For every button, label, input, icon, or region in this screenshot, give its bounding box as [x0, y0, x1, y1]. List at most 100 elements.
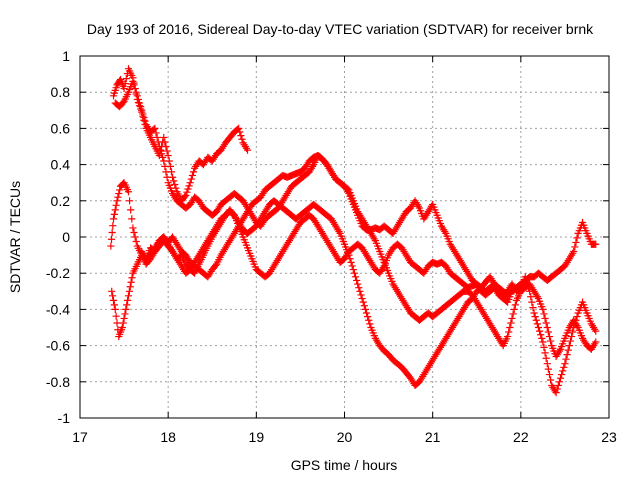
data-point [537, 300, 545, 308]
data-point [443, 232, 451, 240]
data-point [527, 293, 535, 301]
data-point [556, 345, 565, 353]
data-point [185, 182, 193, 190]
data-point [573, 234, 581, 242]
data-point [162, 142, 170, 151]
data-point [371, 237, 379, 245]
data-point [140, 113, 148, 122]
data-point [340, 240, 349, 248]
data-point [358, 294, 366, 303]
data-point [338, 235, 346, 243]
data-point [561, 334, 569, 342]
data-point [135, 99, 144, 107]
data-point [357, 291, 365, 299]
data-point [539, 305, 547, 313]
data-point [544, 365, 552, 373]
data-point [162, 168, 170, 176]
data-point [339, 237, 347, 246]
data-point [133, 92, 141, 100]
data-point [555, 378, 564, 386]
data-point [237, 227, 245, 236]
data-point [245, 246, 253, 255]
x-tick-label: 17 [72, 429, 88, 445]
x-tick-label: 22 [513, 429, 529, 445]
data-point [109, 215, 118, 223]
data-point [383, 254, 392, 262]
data-point [353, 205, 361, 213]
data-point [112, 201, 120, 209]
data-point [121, 80, 129, 88]
data-point [505, 295, 513, 304]
data-point [107, 242, 115, 250]
data-point [336, 229, 344, 237]
data-point [346, 189, 354, 197]
data-point [157, 150, 166, 158]
data-point [114, 193, 122, 201]
data-point [575, 227, 583, 235]
data-point [211, 261, 220, 270]
data-point [563, 329, 571, 337]
data-point [384, 269, 393, 277]
data-point [342, 243, 350, 251]
data-point [108, 228, 116, 237]
data-point [241, 238, 249, 247]
data-point [538, 303, 546, 311]
data-point [430, 203, 438, 211]
data-point [337, 232, 345, 240]
y-tick-label: -0.4 [46, 301, 70, 317]
data-point [141, 117, 149, 125]
data-point [559, 340, 567, 348]
data-point [349, 265, 357, 274]
data-point [246, 249, 254, 257]
data-point [563, 351, 571, 359]
data-point [575, 306, 583, 314]
data-point [160, 133, 168, 142]
data-point [110, 210, 118, 218]
data-point [243, 146, 252, 154]
data-point [107, 235, 116, 243]
data-point [592, 240, 600, 248]
data-point [229, 210, 237, 218]
data-point [359, 298, 367, 306]
data-point [583, 229, 591, 237]
y-tick-label: 0.6 [51, 120, 71, 136]
data-point [370, 332, 378, 340]
chart-title: Day 193 of 2016, Sidereal Day-to-day VTE… [87, 21, 594, 37]
data-point [548, 342, 556, 350]
data-point [377, 250, 385, 258]
data-point [542, 319, 550, 327]
data-point [134, 95, 143, 104]
data-point [124, 188, 133, 196]
data-point [560, 337, 568, 345]
y-tick-label: -0.6 [46, 338, 70, 354]
data-point [529, 303, 537, 312]
data-point [445, 237, 453, 246]
data-point [108, 287, 116, 295]
data-point [584, 232, 592, 240]
y-tick-label: -0.8 [46, 374, 70, 390]
data-point [581, 303, 589, 312]
data-point [236, 128, 244, 136]
data-point [382, 256, 390, 265]
data-point [348, 262, 356, 270]
data-point [375, 245, 383, 253]
data-point [171, 180, 179, 189]
series-track-5 [138, 208, 525, 306]
data-point [575, 326, 583, 334]
data-point [349, 197, 357, 205]
data-point [160, 157, 168, 165]
data-point [132, 237, 140, 246]
data-point [541, 314, 549, 323]
data-point [532, 316, 540, 324]
y-tick-label: 0 [62, 229, 70, 245]
data-point [139, 110, 147, 118]
data-point [128, 215, 136, 223]
data-point [187, 175, 195, 183]
x-tick-label: 18 [160, 429, 176, 445]
data-point [564, 346, 572, 354]
data-point [432, 208, 440, 217]
data-point [111, 206, 119, 214]
data-point [504, 298, 512, 306]
data-point [231, 214, 239, 222]
data-point [183, 188, 191, 196]
